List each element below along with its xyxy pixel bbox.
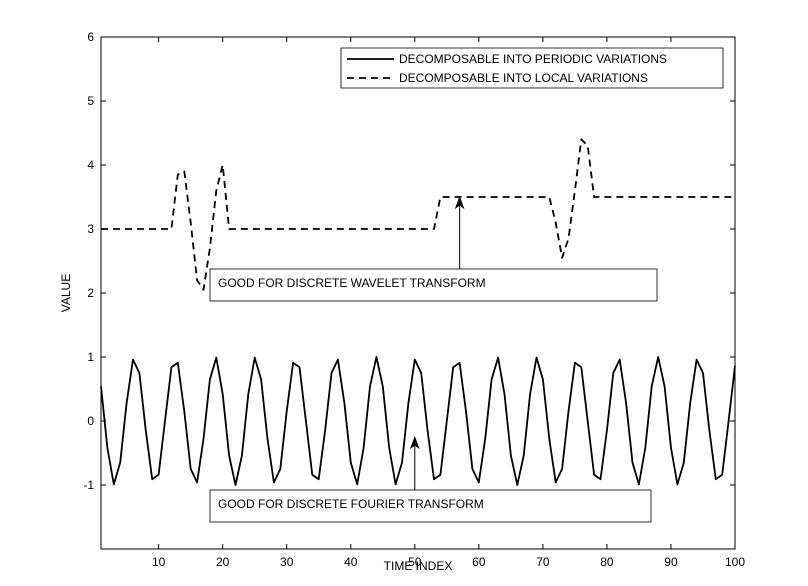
y-tick-label: 0: [87, 414, 94, 428]
y-tick-label: 4: [87, 158, 94, 172]
y-tick-label: 2: [87, 286, 94, 300]
annotation-text: GOOD FOR DISCRETE WAVELET TRANSFORM: [218, 276, 486, 290]
series-line-local-variations: [101, 138, 735, 291]
x-tick-label: 70: [536, 555, 550, 569]
legend-label: DECOMPOSABLE INTO PERIODIC VARIATIONS: [399, 52, 667, 66]
x-tick-label: 20: [216, 555, 230, 569]
annotation-box: [209, 489, 652, 523]
x-tick-label: 50: [408, 555, 422, 569]
y-tick-label: 1: [87, 350, 94, 364]
x-tick-label: 100: [725, 555, 745, 569]
y-tick-label: 5: [87, 94, 94, 108]
x-tick-label: 10: [152, 555, 166, 569]
annotation-arrow-head: [409, 435, 420, 450]
x-axis-label: TIME INDEX: [384, 559, 453, 573]
y-tick-label: -1: [83, 478, 94, 492]
y-axis-label: VALUE: [59, 274, 73, 312]
x-tick-label: 90: [664, 555, 678, 569]
annotation-text: GOOD FOR DISCRETE FOURIER TRANSFORM: [218, 497, 484, 511]
y-tick-label: 6: [87, 30, 94, 44]
x-tick-label: 30: [280, 555, 294, 569]
y-tick-label: 3: [87, 222, 94, 236]
x-tick-label: 80: [600, 555, 614, 569]
series-line-periodic-variations: [100, 356, 736, 486]
x-tick-label: 40: [344, 555, 358, 569]
legend-label: DECOMPOSABLE INTO LOCAL VARIATIONS: [399, 71, 648, 85]
legend-box: [340, 47, 724, 89]
annotation-box: [209, 268, 658, 302]
annotation-arrow-head: [454, 195, 465, 210]
x-tick-label: 60: [472, 555, 486, 569]
